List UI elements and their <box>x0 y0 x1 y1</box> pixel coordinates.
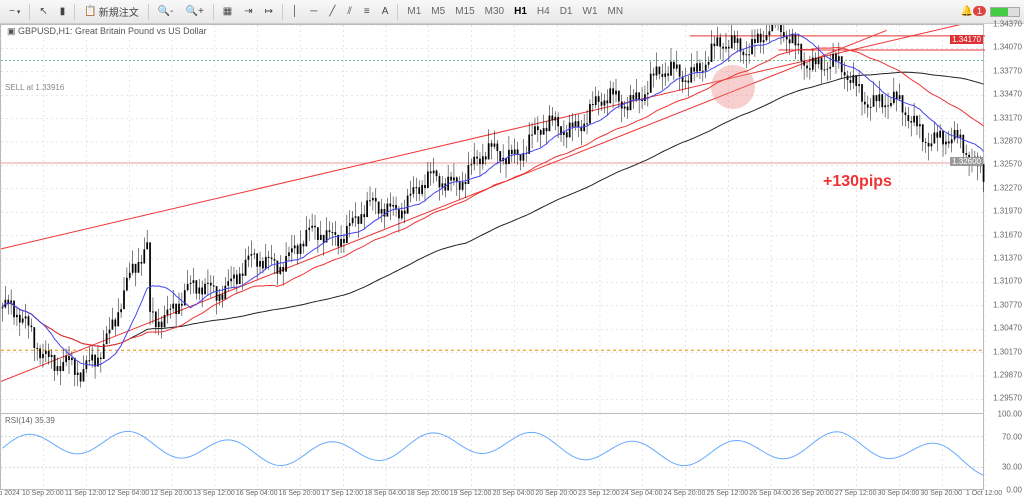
channel-icon[interactable]: ⫽ <box>342 4 356 19</box>
chart-title: ▣ GBPUSD,H1: Great Britain Pound vs US D… <box>4 25 210 38</box>
rsi-y-axis: 100.0070.0030.000.00 <box>984 414 1024 490</box>
sell-order-label: SELL at 1.33916 <box>5 83 64 92</box>
zoom-out-icon[interactable]: 🔍- <box>153 4 179 19</box>
fib-icon[interactable]: ≡ <box>359 4 375 19</box>
timeframe-M1[interactable]: M1 <box>402 5 426 18</box>
rsi-chart[interactable]: RSI(14) 35.39 <box>0 414 984 490</box>
main-chart[interactable]: SELL at 1.33916 +130pips 1.34170 1.32600 <box>0 24 984 414</box>
y-axis: 1.343701.340701.337701.334701.331701.328… <box>984 24 1024 414</box>
price-marker-high: 1.34170 <box>950 35 983 44</box>
price-marker-current: 1.32600 <box>950 157 983 166</box>
grid-icon[interactable]: ▦ <box>218 4 237 19</box>
scroll-icon[interactable]: ⇥ <box>239 4 257 19</box>
cursor-icon[interactable]: ↖ <box>34 4 52 19</box>
candle-icon[interactable]: ▮ <box>55 4 71 19</box>
timeframe-M15[interactable]: M15 <box>450 5 479 18</box>
new-order-button[interactable]: 📋 新規注文 <box>79 2 143 21</box>
vline-icon[interactable]: │ <box>287 4 303 19</box>
chart-type-dropdown[interactable]: ~▾ <box>4 4 25 19</box>
zoom-in-icon[interactable]: 🔍+ <box>181 4 209 19</box>
connection-indicator <box>990 7 1020 17</box>
timeframe-M30[interactable]: M30 <box>480 5 509 18</box>
timeframe-H4[interactable]: H4 <box>532 5 555 18</box>
timeframe-D1[interactable]: D1 <box>555 5 578 18</box>
timeframe-H1[interactable]: H1 <box>509 5 532 18</box>
pips-annotation: +130pips <box>823 173 892 191</box>
toolbar: ~▾ ↖ ▮ 📋 新規注文 🔍- 🔍+ ▦ ⇥ ↦ │ ─ ╱ ⫽ ≡ A M1… <box>0 0 1024 24</box>
trendline-icon[interactable]: ╱ <box>324 4 340 19</box>
rsi-label: RSI(14) 35.39 <box>5 416 55 425</box>
status-area: 🔔1 <box>961 6 1020 17</box>
timeframe-M5[interactable]: M5 <box>426 5 450 18</box>
timeframe-MN[interactable]: MN <box>603 5 629 18</box>
x-axis: 10 Sep 202410 Sep 20:0011 Sep 12:0012 Se… <box>0 490 984 504</box>
shift-icon[interactable]: ↦ <box>260 4 278 19</box>
text-icon[interactable]: A <box>377 4 394 19</box>
timeframe-W1[interactable]: W1 <box>578 5 603 18</box>
hline-icon[interactable]: ─ <box>305 4 322 19</box>
alert-icon[interactable]: 🔔1 <box>961 6 986 17</box>
